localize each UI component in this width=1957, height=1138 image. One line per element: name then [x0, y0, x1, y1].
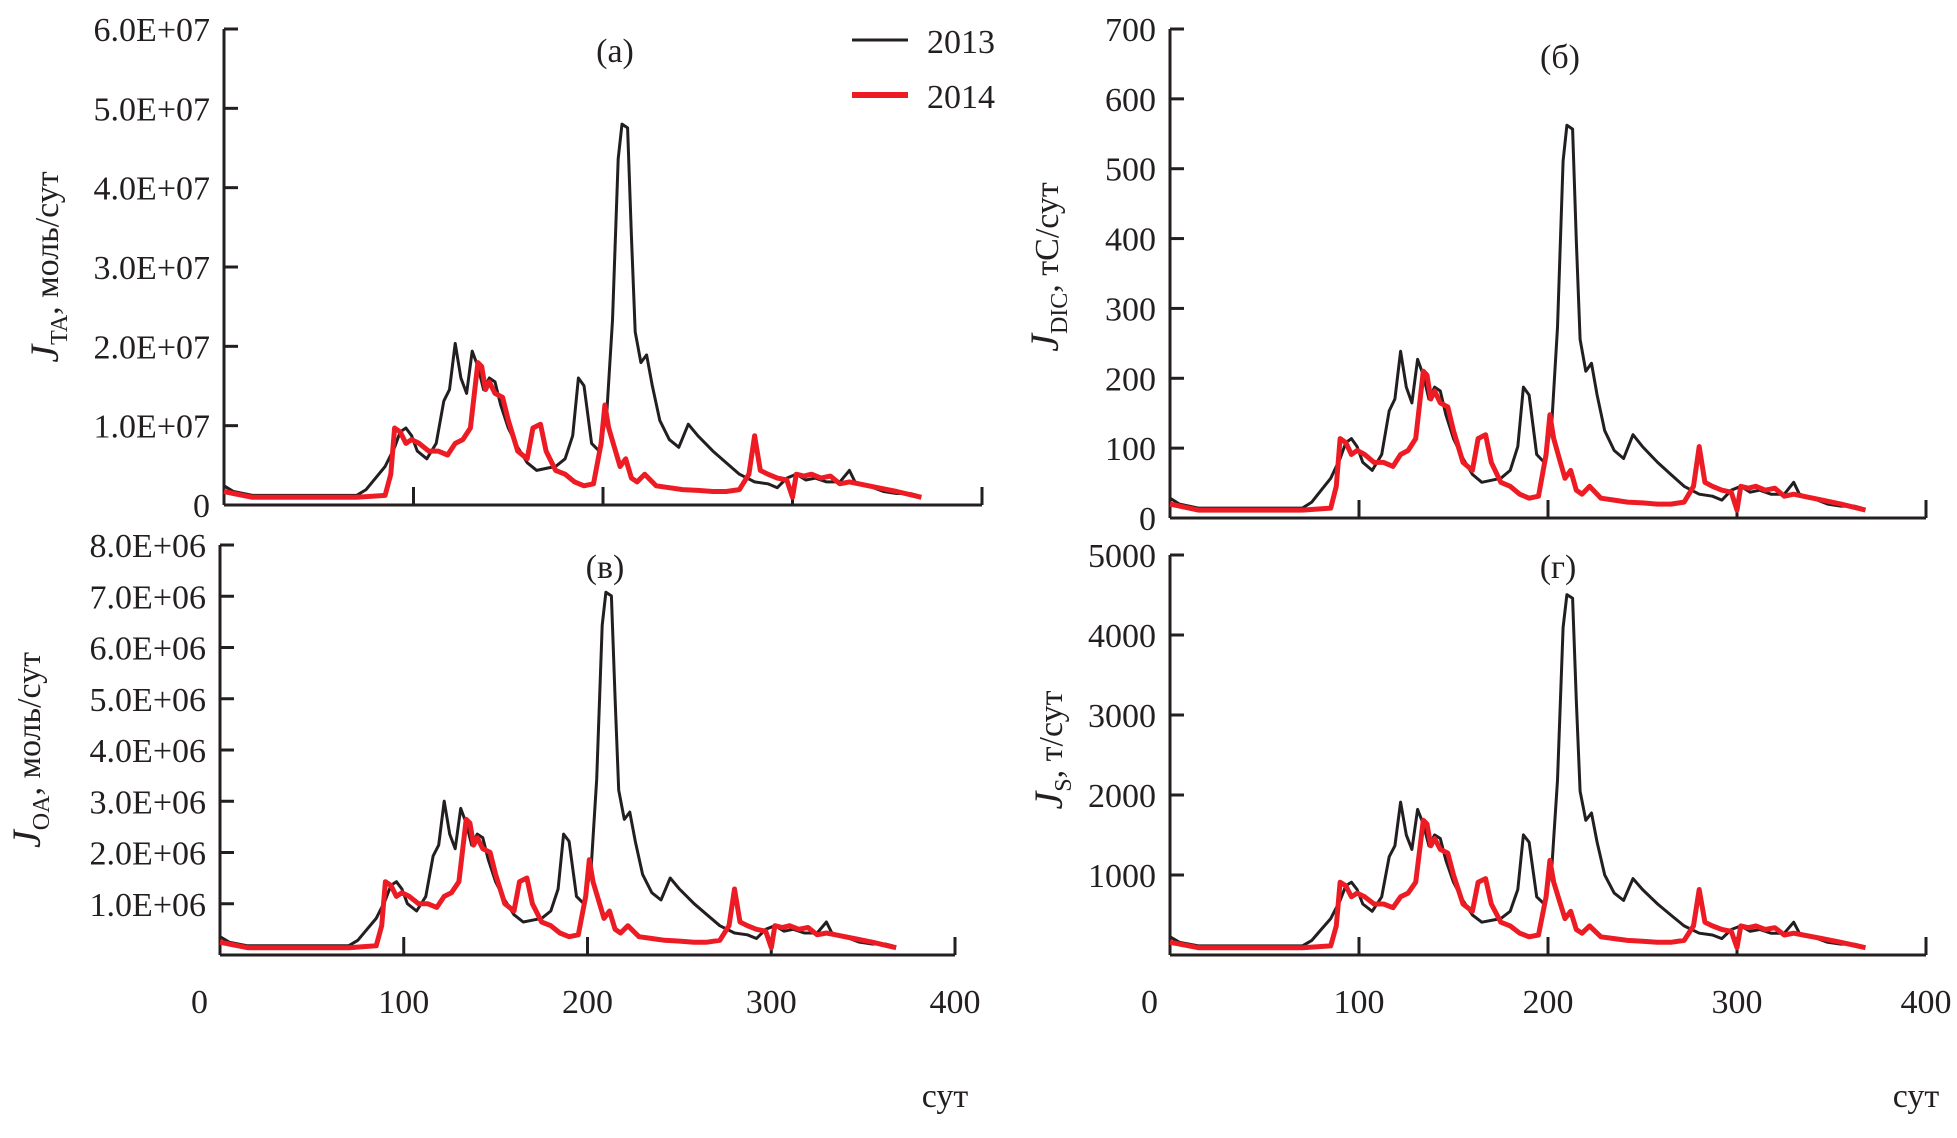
x-tick-label: 0	[1141, 984, 1158, 1021]
y-axis-title-subscript: DIC	[1047, 293, 1073, 334]
y-tick-label: 4000	[1088, 618, 1156, 655]
series-line-2014	[219, 816, 897, 951]
y-axis-title-subscript: OA	[29, 795, 55, 830]
y-tick-label: 300	[1105, 291, 1156, 328]
panel-2: 0 100 200 300 400 500 600 700 JDIC, тС/сут (б)	[1022, 12, 1928, 538]
y-tick-label: 400	[1105, 222, 1156, 259]
x-tick-label: 100	[1334, 984, 1385, 1021]
y-axis-title-symbol: J	[1022, 332, 1067, 352]
y-tick-label: 1.0E+07	[94, 409, 210, 446]
y-axis-title-symbol: J	[1026, 789, 1071, 809]
x-tick-label: 200	[562, 984, 613, 1021]
panel-label: (г)	[1540, 549, 1577, 586]
panel-label: (а)	[596, 33, 634, 70]
y-tick-label: 3.0E+06	[90, 784, 206, 821]
x-tick-label: 400	[1901, 984, 1952, 1021]
series-line-2013	[1169, 593, 1863, 948]
y-tick-label: 6.0E+06	[90, 631, 206, 668]
legend-label-2013: 2013	[927, 24, 995, 61]
x-axis-title: сут	[922, 1078, 969, 1115]
y-tick-label: 4.0E+07	[94, 171, 210, 208]
y-tick-label: 3000	[1088, 698, 1156, 735]
y-axis-title: JTA, моль/сут	[22, 171, 73, 362]
y-tick-label: 1000	[1088, 858, 1156, 895]
y-axis-title: JDIC, тС/сут	[1022, 182, 1073, 352]
y-axis-title-unit: , моль/сут	[11, 652, 48, 796]
y-tick-label: 8.0E+06	[90, 528, 206, 565]
y-tick-label: 2000	[1088, 778, 1156, 815]
y-tick-label: 6.0E+07	[94, 12, 210, 49]
y-tick-label: 2.0E+06	[90, 836, 206, 873]
panel-4: 1000 2000 3000 4000 5000 0 100 200 300 400 сут JS, …	[1026, 538, 1952, 1115]
y-tick-label: 0	[1139, 501, 1156, 538]
x-tick-label: 300	[746, 984, 797, 1021]
y-tick-label: 700	[1105, 12, 1156, 49]
x-tick-label: 0	[191, 984, 208, 1021]
x-axis-title: сут	[1893, 1078, 1940, 1115]
series-line-2014	[1169, 817, 1867, 951]
y-axis-title-symbol: J	[22, 343, 67, 363]
y-tick-label: 200	[1105, 361, 1156, 398]
series-line-2014	[223, 360, 922, 500]
y-axis-title: JS, т/сут	[1026, 690, 1077, 809]
y-axis-title-symbol: J	[4, 828, 49, 848]
y-axis-title: JOA, моль/сут	[4, 652, 55, 848]
legend-label-2014: 2014	[927, 79, 995, 116]
y-tick-label: 3.0E+07	[94, 250, 210, 287]
y-tick-label: 5.0E+07	[94, 91, 210, 128]
y-tick-label: 5.0E+06	[90, 682, 206, 719]
x-tick-label: 300	[1712, 984, 1763, 1021]
y-axis-title-subscript: S	[1051, 778, 1077, 791]
y-tick-label: 0	[193, 488, 210, 525]
y-tick-label: 1.0E+06	[90, 887, 206, 924]
y-axis-title-subscript: TA	[47, 314, 73, 345]
series-line-2013	[219, 590, 893, 948]
y-tick-label: 4.0E+06	[90, 733, 206, 770]
legend: 2013 2014	[852, 24, 995, 116]
y-tick-label: 100	[1105, 431, 1156, 468]
series-line-2014	[1169, 368, 1867, 513]
panel-3: 1.0E+06 2.0E+06 3.0E+06 4.0E+06 5.0E+06 6.0E+…	[4, 528, 981, 1115]
panel-label: (в)	[586, 549, 625, 586]
panel-label: (б)	[1540, 39, 1580, 76]
y-tick-label: 5000	[1088, 538, 1156, 575]
y-tick-label: 600	[1105, 82, 1156, 119]
y-axis-title-unit: , моль/сут	[29, 171, 66, 315]
x-tick-label: 200	[1523, 984, 1574, 1021]
panel-1: 0 1.0E+07 2.0E+07 3.0E+07 4.0E+07 5.0E+07 6.0E…	[22, 12, 995, 525]
x-tick-label: 100	[378, 984, 429, 1021]
y-tick-label: 500	[1105, 152, 1156, 189]
series-line-2013	[223, 122, 918, 497]
y-axis-title-unit: , т/сут	[1033, 690, 1070, 778]
y-tick-label: 7.0E+06	[90, 579, 206, 616]
y-axis-title-unit: , тС/сут	[1029, 182, 1066, 293]
x-tick-label: 400	[930, 984, 981, 1021]
y-tick-label: 2.0E+07	[94, 329, 210, 366]
series-line-2013	[1169, 123, 1863, 510]
